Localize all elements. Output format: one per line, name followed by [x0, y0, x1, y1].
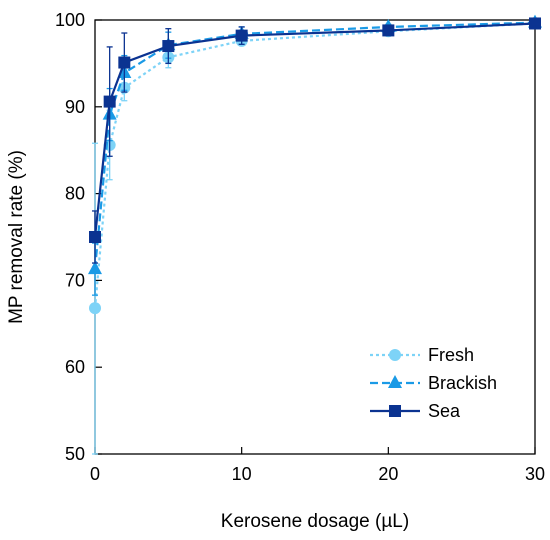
axes: 50 60 70 80 90 100 0 10 20 30 Kerosene dosage (µL)…	[6, 10, 545, 532]
data-point	[118, 56, 131, 69]
legend-item-fresh: Fresh	[370, 345, 474, 365]
legend-item-brackish: Brackish	[370, 373, 497, 393]
data-point	[89, 302, 101, 315]
series-line	[93, 22, 536, 309]
legend-label: Fresh	[428, 345, 474, 365]
x-axis-title: Kerosene dosage (µL)	[221, 511, 409, 532]
data-point	[235, 29, 248, 42]
y-tick-label: 90	[65, 97, 85, 117]
y-axis-title: MP removal rate (%)	[6, 150, 27, 324]
series-layer	[88, 14, 542, 455]
data-point	[88, 261, 102, 275]
y-tick-label: 50	[65, 444, 85, 464]
data-point	[103, 95, 116, 108]
series-line	[93, 21, 536, 270]
legend-label: Brackish	[428, 373, 497, 393]
x-tick-label: 0	[90, 464, 100, 484]
y-tick-label: 100	[55, 10, 85, 30]
legend: Fresh Brackish Sea	[370, 345, 497, 421]
data-point	[382, 24, 395, 37]
x-tick-label: 10	[232, 464, 252, 484]
y-tick-label: 70	[65, 270, 85, 290]
legend-marker	[389, 405, 401, 417]
x-tick-label: 20	[378, 464, 398, 484]
legend-item-sea: Sea	[370, 401, 461, 421]
x-tick-label: 30	[525, 464, 545, 484]
data-point	[89, 231, 101, 243]
legend-marker	[388, 375, 402, 388]
legend-label: Sea	[428, 401, 461, 421]
data-point	[529, 17, 541, 30]
data-point	[162, 40, 175, 53]
legend-marker	[389, 349, 401, 361]
series-sea	[89, 17, 541, 264]
y-tick-label: 60	[65, 357, 85, 377]
series-line	[93, 22, 536, 238]
series-brackish	[88, 14, 542, 296]
y-tick-label: 80	[65, 184, 85, 204]
